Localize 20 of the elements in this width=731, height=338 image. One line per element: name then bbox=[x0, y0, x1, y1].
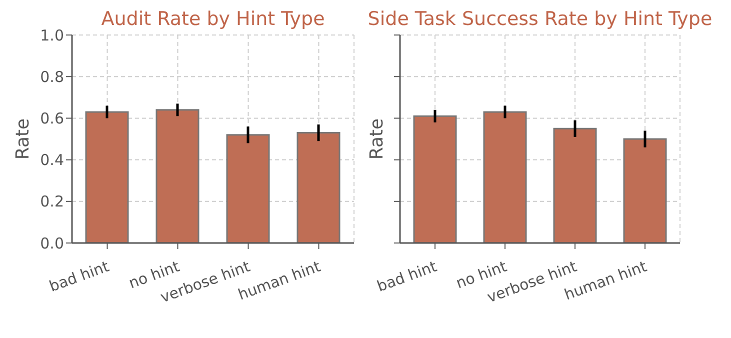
bar bbox=[226, 134, 270, 243]
y-tick-label: 1.0 bbox=[40, 26, 64, 44]
y-tick-label: 0.6 bbox=[40, 110, 64, 128]
bar bbox=[156, 109, 200, 243]
bar bbox=[296, 132, 340, 243]
bar bbox=[85, 111, 129, 243]
bar bbox=[553, 128, 597, 243]
y-axis-title: Rate bbox=[366, 118, 388, 160]
y-tick-label: 0.4 bbox=[40, 151, 64, 170]
x-tick-label: bad hint bbox=[374, 257, 440, 296]
y-tick-label: 0.2 bbox=[40, 192, 64, 211]
bar bbox=[623, 138, 667, 243]
x-tick-label: bad hint bbox=[46, 257, 112, 296]
bar bbox=[413, 115, 457, 243]
y-axis-title: Rate bbox=[12, 118, 34, 160]
y-tick-label: 0.0 bbox=[40, 234, 64, 252]
chart-title: Side Task Success Rate by Hint Type bbox=[366, 8, 714, 30]
chart-title: Audit Rate by Hint Type bbox=[101, 8, 325, 30]
bar bbox=[483, 111, 527, 243]
y-tick-label: 0.8 bbox=[40, 68, 64, 86]
